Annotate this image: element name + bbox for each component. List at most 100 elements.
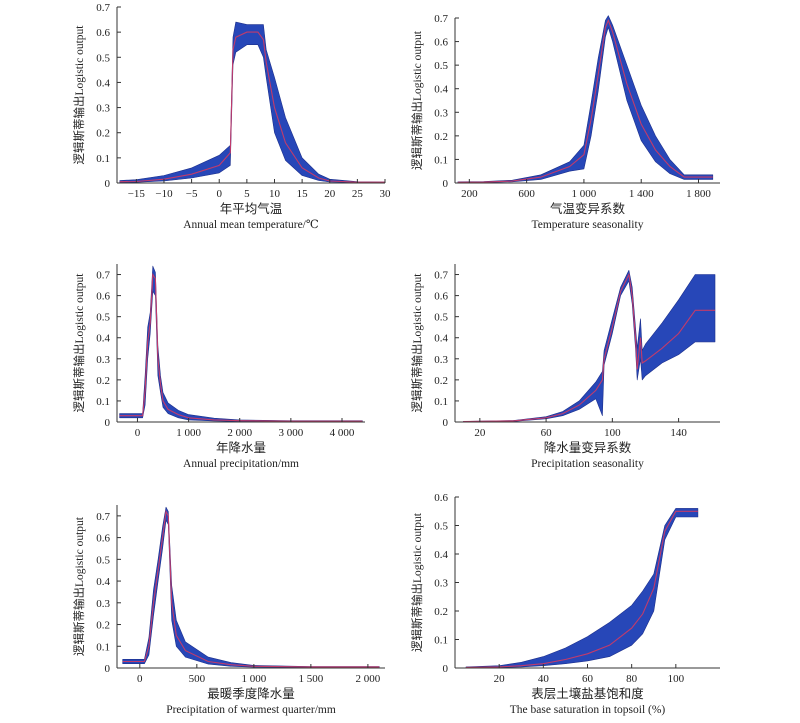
x-tick-label: 1 000 <box>176 427 201 439</box>
x-tick-label: 2 000 <box>356 673 381 685</box>
x-tick-label: 4 000 <box>330 427 355 439</box>
chart-panel-4: 0 0.1 0.2 0.3 0.4 0.5 0.6 0.7 20 60 100 140 降水量变异系数 P… <box>410 264 720 470</box>
x-tick-label: 30 <box>380 188 392 200</box>
confidence-band <box>119 21 386 183</box>
x-axis-label-en: Annual mean temperature/℃ <box>183 219 319 231</box>
x-tick-label: 80 <box>626 673 638 685</box>
y-tick-label: 0.2 <box>96 620 110 632</box>
y-tick-label: 0.6 <box>434 492 448 504</box>
y-tick-label: 0.1 <box>434 154 448 166</box>
x-axis-label-cn: 降水量变异系数 <box>544 440 632 455</box>
chart-panel-6: 0 0.1 0.2 0.3 0.4 0.5 0.6 20 40 60 80 100 表层土壤盐基饱和度 T… <box>410 492 720 716</box>
y-tick-label: 0.2 <box>434 131 448 143</box>
x-axis-label-en: Precipitation of warmest quarter/mm <box>166 704 336 716</box>
y-tick-label: 0 <box>105 178 111 190</box>
y-axis-label: 逻辑斯蒂输出Logistic output <box>410 273 424 413</box>
x-tick-label: 40 <box>538 673 550 685</box>
y-axis-label: 逻辑斯蒂输出Logistic output <box>410 512 424 652</box>
y-tick-label: 0 <box>443 178 449 190</box>
y-tick-label: 0.2 <box>434 375 448 387</box>
chart-panel-2: 0 0.1 0.2 0.3 0.4 0.5 0.6 0.7 200 600 1 000 1 400 1 … <box>410 13 720 231</box>
x-tick-label: 5 <box>244 188 250 200</box>
confidence-band <box>465 508 699 669</box>
mean-response-line <box>465 510 698 668</box>
y-tick-label: 0.5 <box>434 521 448 533</box>
y-tick-label: 0.5 <box>434 60 448 72</box>
y-tick-label: 0.7 <box>96 511 110 523</box>
x-tick-label: 200 <box>461 188 478 200</box>
x-tick-label: 100 <box>668 673 685 685</box>
confidence-band <box>122 506 380 668</box>
y-tick-label: 0.5 <box>96 52 110 64</box>
x-axis-label-cn: 表层土壤盐基饱和度 <box>531 686 644 701</box>
y-tick-label: 0.6 <box>96 533 110 545</box>
x-axis-label-en: Precipitation seasonality <box>531 458 644 470</box>
y-tick-label: 0.4 <box>96 576 110 588</box>
x-tick-label: 15 <box>297 188 309 200</box>
x-axis-label-en: The base saturation in topsoil (%) <box>510 704 666 716</box>
x-tick-label: −5 <box>186 188 198 200</box>
x-tick-label: 10 <box>269 188 281 200</box>
x-axis-label-cn: 年降水量 <box>216 441 266 455</box>
mean-response-line <box>457 18 713 183</box>
x-axis-label-cn: 最暖季度降水量 <box>207 686 295 701</box>
x-tick-label: 100 <box>604 427 621 439</box>
y-axis-label: 逻辑斯蒂输出Logistic output <box>72 516 86 656</box>
x-tick-label: 0 <box>135 427 141 439</box>
y-tick-label: 0.6 <box>434 37 448 49</box>
y-tick-label: 0.3 <box>434 107 448 119</box>
y-tick-label: 0 <box>105 663 111 675</box>
y-tick-label: 0.6 <box>96 27 110 39</box>
x-tick-label: 2 000 <box>227 427 252 439</box>
y-tick-label: 0 <box>443 663 449 675</box>
y-axis-label: 逻辑斯蒂输出Logistic output <box>72 273 86 413</box>
chart-panel-1: 0 0.1 0.2 0.3 0.4 0.5 0.6 0.7 −15 −10 −5 0 5 10 15 20 25… <box>72 2 391 231</box>
y-tick-label: 0.2 <box>434 606 448 618</box>
x-tick-label: 0 <box>216 188 222 200</box>
y-tick-label: 0.1 <box>96 641 110 653</box>
x-tick-label: 60 <box>541 427 553 439</box>
x-tick-label: 1 000 <box>572 188 597 200</box>
y-tick-label: 0.7 <box>96 2 110 14</box>
y-tick-label: 0.6 <box>96 291 110 303</box>
y-tick-label: 0 <box>443 417 449 429</box>
x-tick-label: 140 <box>670 427 687 439</box>
x-tick-label: 500 <box>189 673 206 685</box>
x-tick-label: 0 <box>137 673 143 685</box>
x-tick-label: 25 <box>352 188 364 200</box>
y-tick-label: 0.4 <box>434 84 448 96</box>
x-axis-label-en: Annual precipitation/mm <box>183 458 299 470</box>
x-tick-label: 20 <box>324 188 336 200</box>
chart-panel-5: 0 0.1 0.2 0.3 0.4 0.5 0.6 0.7 0 500 1 000 1 500 2 00… <box>72 505 385 716</box>
mean-response-line <box>463 272 715 423</box>
x-axis-label-cn: 气温变异系数 <box>550 201 626 216</box>
x-tick-label: 1 000 <box>241 673 266 685</box>
x-axis-label-en: Temperature seasonality <box>532 219 644 231</box>
y-tick-label: 0.6 <box>434 291 448 303</box>
y-tick-label: 0.1 <box>96 396 110 408</box>
x-tick-label: 60 <box>582 673 594 685</box>
confidence-band <box>462 269 716 423</box>
y-tick-label: 0.1 <box>434 635 448 647</box>
y-tick-label: 0.3 <box>96 354 110 366</box>
x-tick-label: 3 000 <box>278 427 303 439</box>
x-tick-label: 20 <box>494 673 506 685</box>
y-tick-label: 0.5 <box>434 312 448 324</box>
y-tick-label: 0.4 <box>96 333 110 345</box>
y-tick-label: 0.3 <box>96 103 110 115</box>
confidence-band <box>457 15 714 184</box>
y-tick-label: 0.2 <box>96 128 110 140</box>
y-tick-label: 0.3 <box>96 598 110 610</box>
y-tick-label: 0.4 <box>434 333 448 345</box>
y-tick-label: 0.7 <box>96 270 110 282</box>
x-tick-label: 20 <box>474 427 486 439</box>
y-tick-label: 0.1 <box>96 153 110 165</box>
x-tick-label: 600 <box>518 188 535 200</box>
y-axis-label: 逻辑斯蒂输出Logistic output <box>72 25 86 165</box>
x-tick-label: 1 500 <box>298 673 323 685</box>
x-tick-label: −15 <box>128 188 146 200</box>
y-tick-label: 0.5 <box>96 554 110 566</box>
x-tick-label: −10 <box>155 188 173 200</box>
